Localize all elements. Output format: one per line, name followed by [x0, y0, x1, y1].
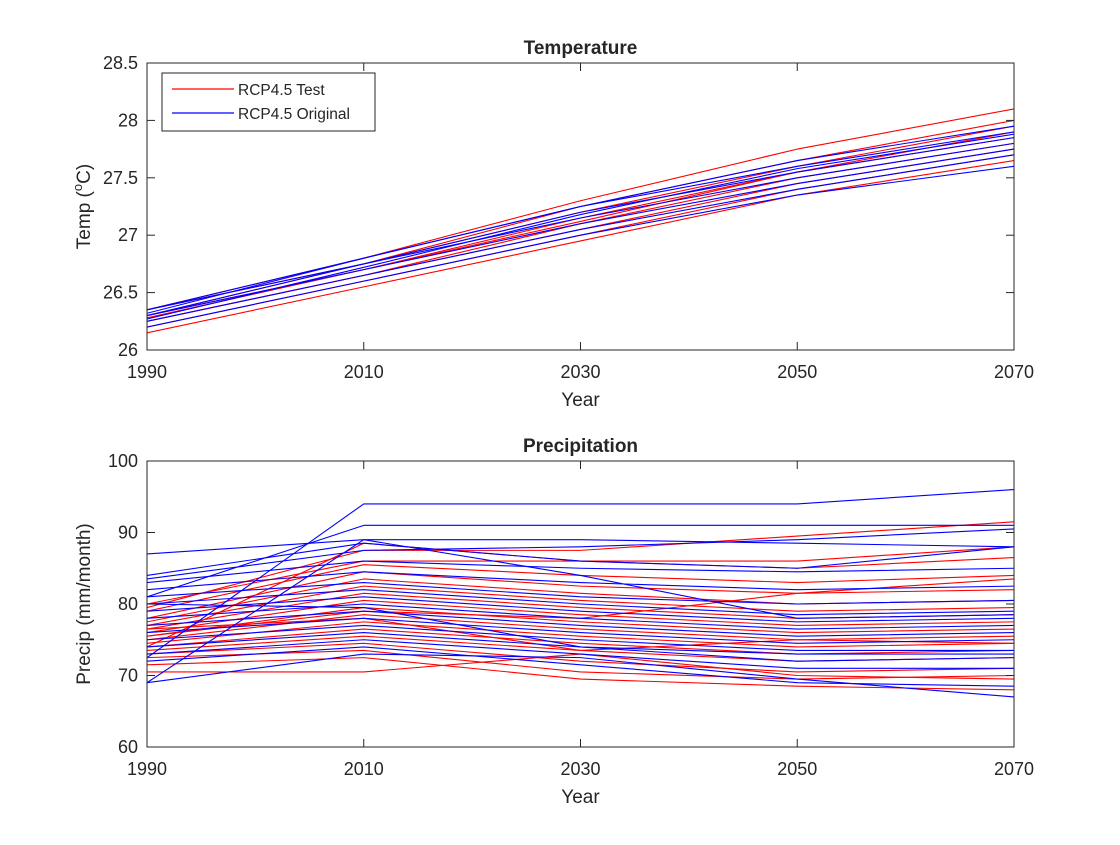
temperature-ytick-label: 28.5: [103, 53, 138, 73]
precipitation-series-line-29: [147, 596, 1014, 623]
temperature-series-line-10: [147, 154, 1014, 322]
temperature-xtick-label: 2070: [994, 362, 1034, 382]
precipitation-series-line-9: [147, 599, 1014, 634]
precipitation-series-line-26: [147, 617, 1014, 644]
temperature-series-line-0: [147, 160, 1014, 334]
precipitation-series-line-6: [147, 621, 1014, 648]
precipitation-chart-title: Precipitation: [523, 436, 638, 457]
precipitation-series-line-11: [147, 585, 1014, 626]
temperature-series-line-13: [147, 137, 1014, 311]
precipitation-x-axis-label: Year: [561, 787, 600, 808]
temperature-series-line-9: [147, 165, 1014, 328]
precipitation-xtick-label: 1990: [127, 759, 167, 779]
y-axis-label-prefix: Temp (: [74, 190, 95, 249]
precipitation-y-axis-label: Precip (mm/month): [74, 523, 95, 685]
precipitation-xtick-label: 2030: [560, 759, 600, 779]
precipitation-ytick-label: 100: [108, 451, 138, 471]
temperature-series-line-16: [147, 133, 1014, 320]
precipitation-xtick-label: 2050: [777, 759, 817, 779]
precipitation-series-line-32: [147, 571, 1014, 591]
precipitation-series-line-39: [147, 603, 1014, 655]
temperature-series-line-12: [147, 142, 1014, 317]
precipitation-series-line-20: [147, 653, 1014, 698]
precipitation-series-line-19: [147, 617, 1014, 652]
precipitation-series-line-30: [147, 589, 1014, 616]
temperature-ytick-label: 27: [118, 225, 138, 245]
legend-label-1: RCP4.5 Original: [238, 106, 350, 123]
precipitation-series-line-2: [147, 649, 1014, 680]
precipitation-series-line-25: [147, 624, 1014, 652]
precipitation-series-line-33: [147, 560, 1014, 584]
temperature-ytick-label: 26: [118, 340, 138, 360]
temperature-series-group: [147, 108, 1014, 334]
precipitation-series-line-27: [147, 610, 1014, 637]
precipitation-axes: 1990 2010 2030 2050 2070 60 70 80 90 100 Precipita…: [74, 436, 1034, 808]
temperature-chart-title: Temperature: [524, 38, 638, 59]
temperature-ytick-label: 28: [118, 110, 138, 130]
precipitation-series-line-5: [147, 628, 1014, 655]
temperature-xtick-label: 1990: [127, 362, 167, 382]
precipitation-series-line-31: [147, 581, 1014, 605]
temperature-ytick-label: 27.5: [103, 168, 138, 188]
temperature-xtick-label: 2010: [344, 362, 384, 382]
precipitation-series-line-35: [147, 539, 1014, 555]
precipitation-series-line-1: [147, 657, 1014, 691]
precipitation-series-line-34: [147, 542, 1014, 576]
precipitation-ytick-label: 80: [118, 594, 138, 614]
precipitation-series-line-16: [147, 521, 1014, 609]
precipitation-series-group: [147, 489, 1014, 698]
precipitation-xtick-label: 2010: [344, 759, 384, 779]
precipitation-series-line-8: [147, 607, 1014, 637]
legend-box: [161, 72, 376, 132]
precipitation-series-line-23: [147, 639, 1014, 669]
temperature-legend: RCP4.5 Test RCP4.5 Original: [161, 72, 376, 132]
precipitation-ytick-label: 60: [118, 737, 138, 757]
temperature-y-axis-label: Temp (oC): [70, 164, 95, 249]
temperature-xtick-label: 2030: [560, 362, 600, 382]
precipitation-series-line-22: [147, 646, 1014, 687]
temperature-series-line-15: [147, 125, 1014, 314]
precipitation-series-line-38: [147, 528, 1014, 580]
temperature-xtick-label: 2050: [777, 362, 817, 382]
precipitation-series-line-3: [147, 642, 1014, 673]
y-axis-label-suffix: C): [74, 164, 95, 184]
precipitation-series-line-28: [147, 603, 1014, 630]
precipitation-xtick-label: 2070: [994, 759, 1034, 779]
precipitation-ytick-label: 90: [118, 523, 138, 543]
precipitation-series-line-36: [147, 524, 1014, 598]
y-axis-label-superscript: o: [70, 184, 85, 191]
temperature-axes: 1990 2010 2030 2050 2070 26 26.5 27 27.5 28 28.5 Te…: [70, 38, 1034, 411]
precipitation-series-line-37: [147, 489, 1014, 659]
legend-label-0: RCP4.5 Test: [238, 82, 325, 99]
precipitation-ytick-label: 70: [118, 666, 138, 686]
temperature-x-axis-label: Year: [561, 390, 600, 411]
temperature-ytick-label: 26.5: [103, 283, 138, 303]
